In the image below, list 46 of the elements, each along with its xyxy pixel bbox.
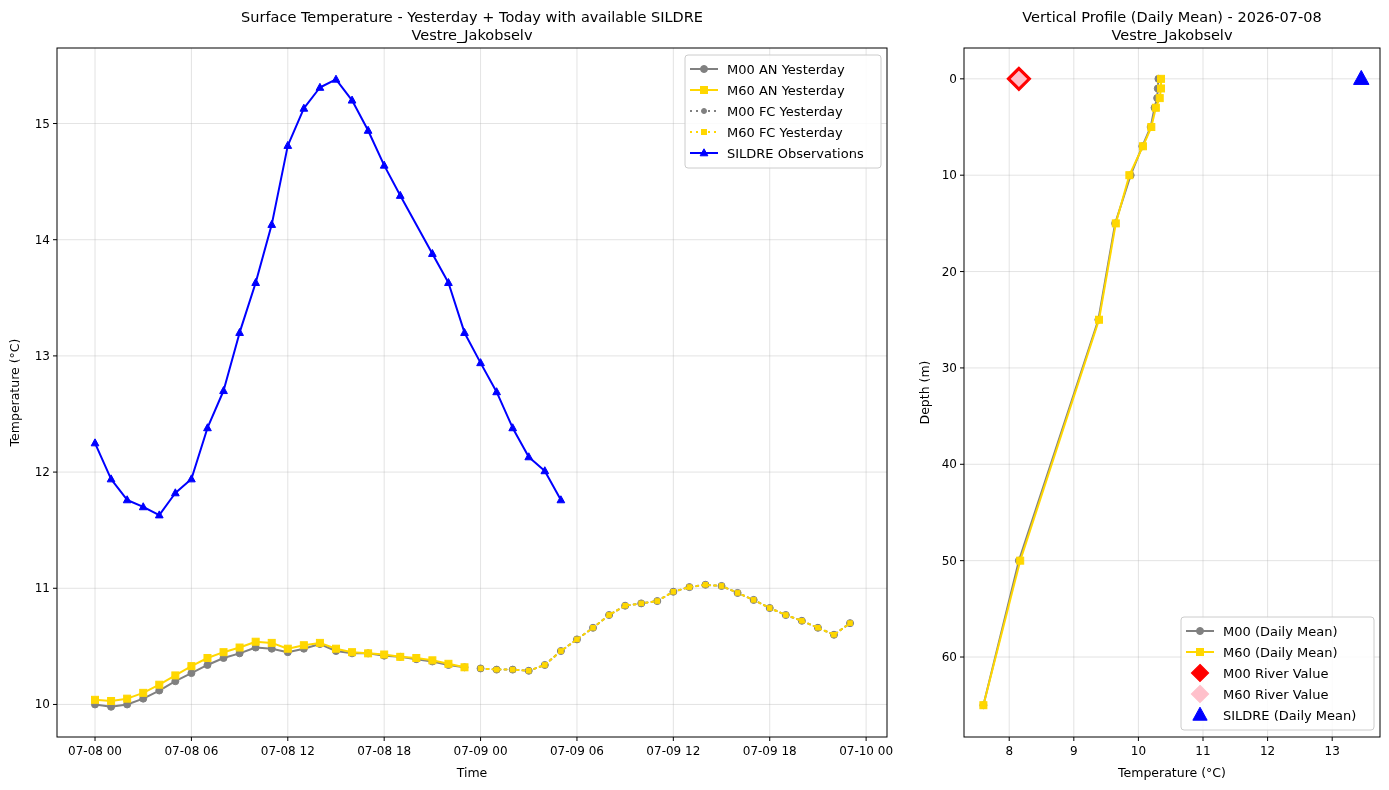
chart-title: Vertical Profile (Daily Mean) - 2026-07-08: [1022, 9, 1322, 25]
legend-label: M00 River Value: [1223, 665, 1329, 681]
legend-label: M00 AN Yesterday: [727, 61, 846, 77]
x-tick-label: 07-10 00: [839, 744, 894, 758]
y-tick-label: 10: [941, 168, 957, 183]
legend-label: M60 AN Yesterday: [727, 82, 846, 98]
x-tick-label: 07-09 12: [646, 744, 701, 758]
x-tick-label: 07-08 18: [357, 744, 412, 758]
legend-label: M60 (Daily Mean): [1223, 644, 1338, 660]
y-tick-label: 40: [941, 457, 957, 472]
legend-label: M60 FC Yesterday: [727, 124, 843, 140]
legend-label: SILDRE (Daily Mean): [1223, 707, 1357, 723]
y-tick-label: 50: [941, 553, 957, 568]
x-tick-label: 10: [1130, 744, 1147, 758]
chart-title: Surface Temperature - Yesterday + Today with available SILDRE: [241, 9, 703, 25]
x-tick-label: 11: [1195, 744, 1211, 758]
y-tick-label: 14: [34, 232, 50, 247]
y-tick-label: 10: [34, 697, 50, 712]
x-tick-label: 07-09 00: [453, 744, 508, 758]
legend-label: M00 (Daily Mean): [1223, 623, 1338, 639]
y-tick-label: 15: [34, 116, 50, 131]
x-tick-label: 8: [1005, 744, 1014, 758]
chart-subtitle: Vestre_Jakobselv: [1111, 27, 1233, 43]
x-axis-title: Temperature (°C): [1117, 765, 1226, 780]
y-tick-label: 60: [941, 650, 957, 665]
y-tick-label: 11: [34, 581, 50, 596]
x-tick-label: 07-09 06: [549, 744, 604, 758]
x-tick-label: 13: [1324, 744, 1340, 758]
legend-label: M00 FC Yesterday: [727, 103, 843, 119]
legend-label: SILDRE Observations: [727, 145, 864, 161]
x-tick-label: 07-08 12: [260, 744, 315, 758]
y-tick-label: 30: [941, 360, 957, 375]
y-tick-label: 13: [34, 348, 50, 363]
chart-subtitle: Vestre_Jakobselv: [411, 27, 533, 43]
legend-label: M60 River Value: [1223, 686, 1329, 702]
x-tick-label: 9: [1069, 744, 1078, 758]
y-axis-title: Temperature (°C): [7, 338, 22, 448]
x-axis-title: Time: [455, 765, 488, 780]
x-tick-label: 07-08 00: [68, 744, 122, 758]
y-tick-label: 0: [949, 71, 957, 86]
y-tick-label: 20: [941, 264, 957, 279]
y-tick-label: 12: [34, 465, 50, 480]
x-tick-label: 07-09 18: [742, 744, 797, 758]
x-tick-label: 07-08 06: [164, 744, 219, 758]
y-axis-title: Depth (m): [917, 360, 932, 425]
x-tick-label: 12: [1259, 744, 1276, 758]
